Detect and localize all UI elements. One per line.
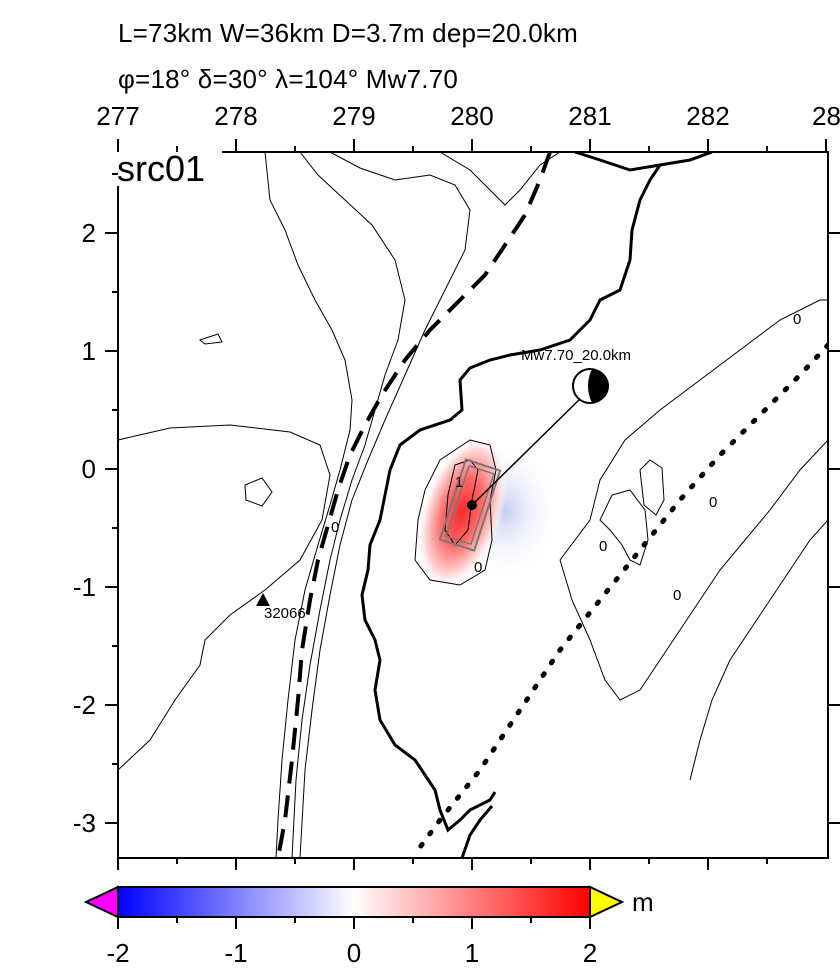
profile-line [415,342,828,853]
y-tick-label: -3 [73,808,96,838]
x-tick-label: 279 [332,101,375,131]
source-parameters-line2: φ=18° δ=30° λ=104° Mw7.70 [118,64,459,94]
fault-plane [438,458,502,552]
colorbar-tick-label: -2 [106,938,129,968]
x-tick-label: 281 [568,101,611,131]
y-tick-label: 0 [82,454,96,484]
colorbar-over-arrow [589,885,625,919]
colorbar-tick-label: 2 [583,938,597,968]
uplift-zone [416,434,508,590]
y-tick-label: 2 [82,218,96,248]
x-tick-label: 280 [450,101,493,131]
y-tick-label: 1 [82,336,96,366]
epicenter-marker [467,500,477,510]
focal-mechanism-beachball [572,368,609,404]
contour-label: 0 [709,494,717,511]
contour-label: 0 [599,538,607,555]
x-tick-label: 283 [812,101,840,131]
colorbar: m -2 -1 0 1 2 [83,885,654,968]
fault-rectangle-outer [438,458,502,552]
contour-east-1 [559,299,828,561]
colorbar-under-arrow [83,885,119,919]
x-tick-label: 282 [686,101,729,131]
contour-trench-west-2 [291,152,406,858]
mechanism-label: Mw7.70_20.0km [521,347,631,364]
contour-east-3 [689,519,828,781]
x-tick-label: 278 [214,101,257,131]
contour-labels: 0 0 0 0 0 0 1 [331,311,801,604]
contour-west [118,424,331,771]
contour-closed-tiny [198,333,223,345]
contour-label: 0 [474,559,482,576]
panel-label-background [114,148,222,186]
contour-north [439,152,561,206]
contour-lines [118,152,828,858]
x-axis-labels: 277 278 279 280 281 282 283 [96,101,840,131]
x-tick-label: 277 [96,101,139,131]
contour-label: 0 [673,587,681,604]
colorbar-tick-label: -1 [224,938,247,968]
panel-label: src01 [117,148,205,189]
station-triangle-icon [256,593,270,606]
y-tick-label: -2 [73,690,96,720]
mechanism-leader-line [471,396,583,506]
fault-rectangle-inner [445,464,495,546]
contour-label: 1 [455,474,463,491]
contour-east-2 [559,439,828,701]
colorbar-tick-label: 0 [347,938,361,968]
contour-label: 0 [331,519,339,536]
colorbar-unit: m [632,887,654,917]
trench-line [276,152,552,858]
contour-trench-west-3 [299,152,471,858]
source-parameters-line1: L=73km W=36km D=3.7m dep=20.0km [118,18,578,48]
colorbar-gradient [117,886,591,918]
colorbar-tick-label: 1 [465,938,479,968]
contour-closed-small [244,477,273,507]
station-label: 32066 [264,605,306,622]
contour-one-around-source [444,459,479,546]
contour-east-closed-1 [599,489,649,566]
contour-label: 0 [793,311,801,328]
contour-east-closed-2 [639,459,665,516]
contour-trench-west-1 [264,152,353,858]
y-tick-label: -1 [73,572,96,602]
x-axis-ticks [117,139,827,870]
coastline [360,152,713,858]
y-axis-ticks [105,173,840,824]
y-axis-labels: 2 1 0 -1 -2 -3 [73,218,96,838]
